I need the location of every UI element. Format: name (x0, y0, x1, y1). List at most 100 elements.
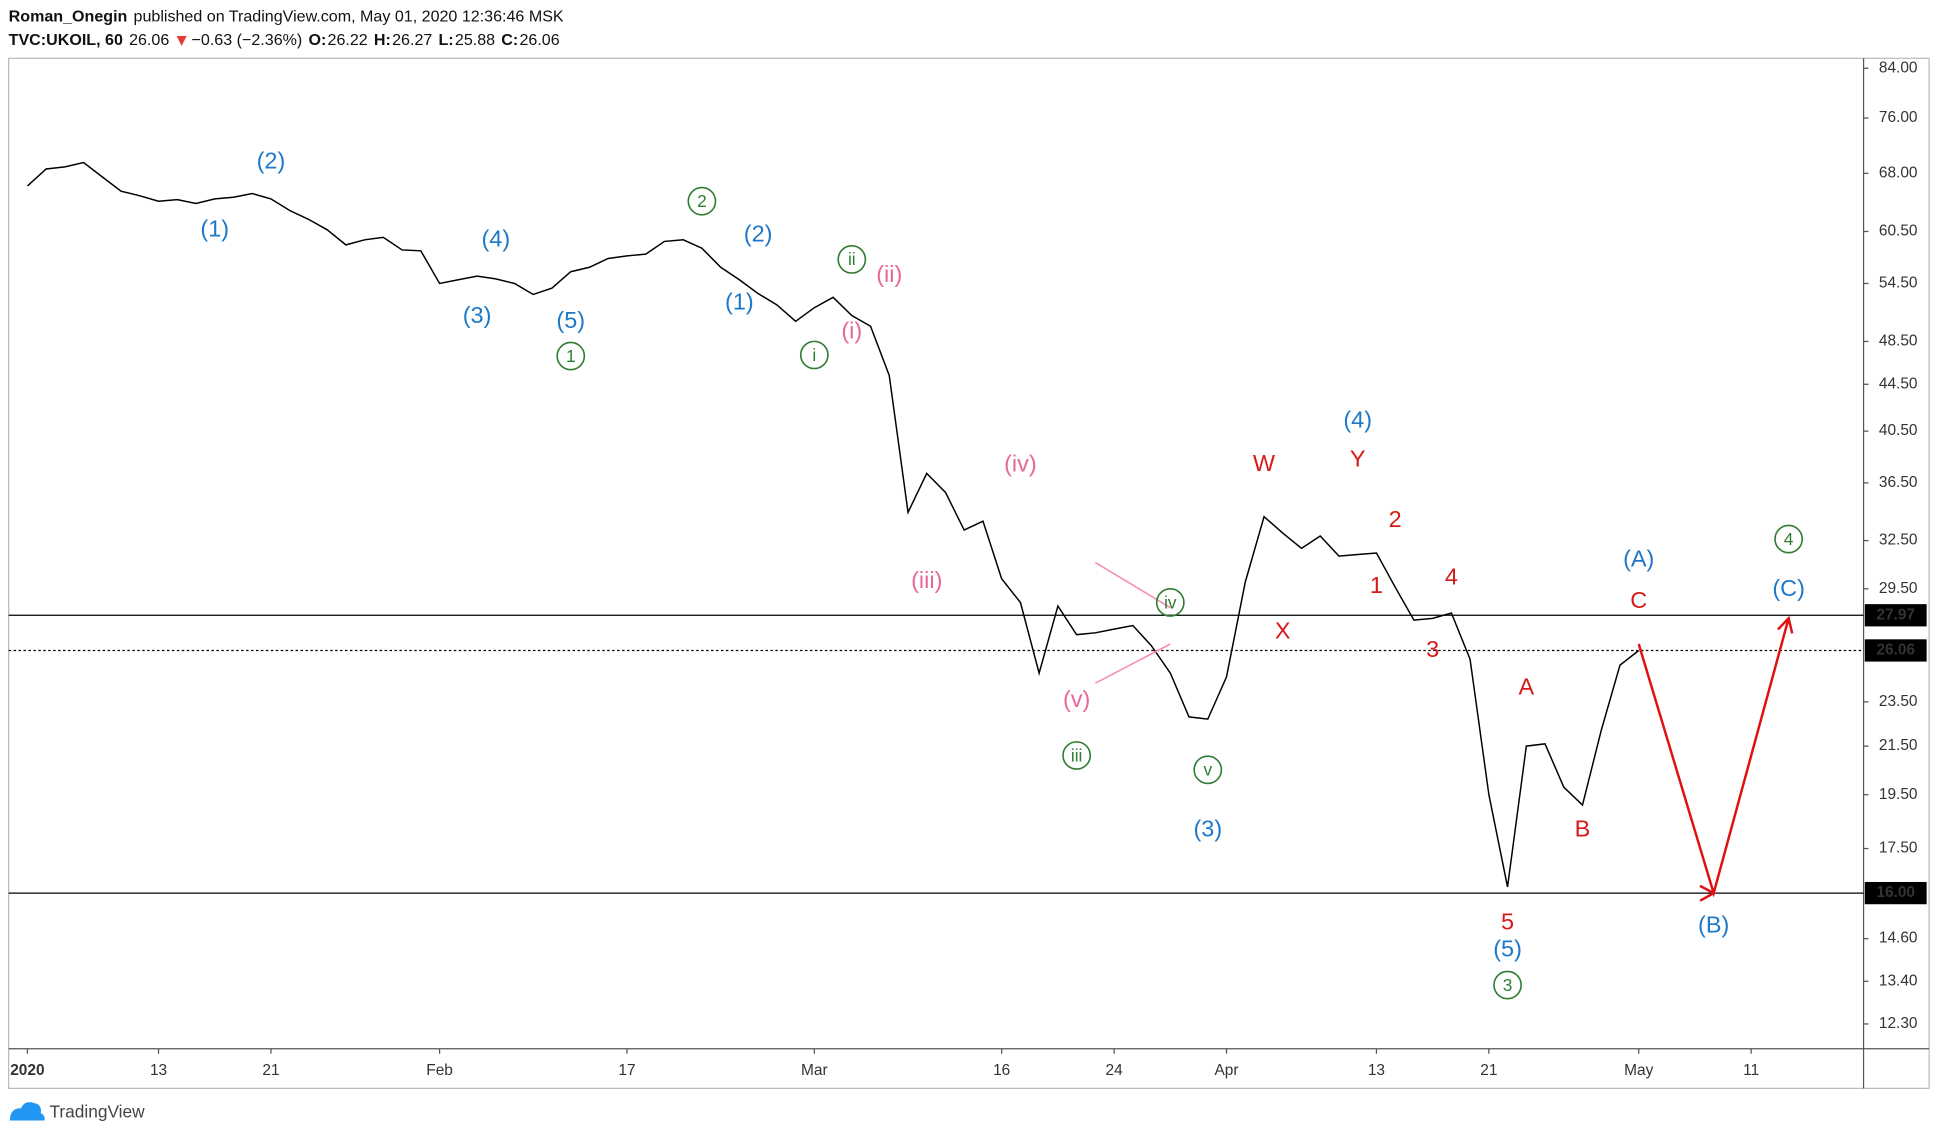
wave-label: 2 (1389, 506, 1402, 532)
open-label: O: (308, 31, 326, 49)
y-tick-label: 12.30 (1879, 1015, 1918, 1032)
wave-circle (799, 340, 829, 370)
x-tick-label: 13 (1368, 1062, 1385, 1079)
wave-label: (4) (481, 225, 510, 251)
author: Roman_Onegin (9, 8, 128, 26)
wave-label: (3) (1193, 815, 1222, 841)
x-tick-label: 24 (1106, 1062, 1124, 1079)
y-tick-label: 60.50 (1879, 223, 1918, 240)
price-line (26, 161, 1640, 888)
wave-label: C (1630, 587, 1647, 613)
wave-label: i (812, 345, 816, 365)
wave-circle (1193, 755, 1223, 785)
trend-line (1094, 561, 1171, 609)
wave-label: ii (848, 249, 856, 269)
close-value: 26.06 (519, 31, 559, 49)
symbol: TVC:UKOIL, 60 (9, 31, 123, 49)
change-arrow (176, 36, 187, 46)
wave-circle (837, 244, 867, 274)
y-tick-label: 76.00 (1879, 109, 1918, 126)
y-tick-label: 40.50 (1879, 422, 1918, 439)
wave-label: W (1253, 450, 1276, 476)
level-label: 27.97 (1876, 606, 1915, 623)
wave-label: 3 (1503, 975, 1513, 995)
y-tick-label: 44.50 (1879, 375, 1918, 392)
wave-circle (556, 341, 586, 371)
wave-label: 4 (1445, 564, 1458, 590)
wave-label: (1) (725, 288, 754, 314)
chart-frame (8, 57, 1930, 1089)
wave-label: (3) (463, 302, 492, 328)
wave-label: 4 (1784, 529, 1794, 549)
wave-label: (C) (1772, 575, 1805, 601)
wave-label: X (1275, 617, 1291, 643)
wave-label: 1 (1370, 572, 1383, 598)
x-tick-label: Feb (426, 1062, 453, 1079)
wave-label: B (1575, 815, 1591, 841)
wave-label: 3 (1426, 636, 1439, 662)
low-value: 25.88 (455, 31, 495, 49)
y-tick-label: 23.50 (1879, 693, 1918, 710)
wave-label: (B) (1698, 912, 1729, 938)
y-tick-label: 17.50 (1879, 840, 1918, 857)
wave-label: Y (1350, 445, 1366, 471)
wave-label: (2) (744, 220, 773, 246)
wave-label: iii (1071, 745, 1083, 765)
wave-circle (1062, 741, 1092, 770)
x-tick-label: May (1624, 1062, 1653, 1079)
open-value: 26.22 (328, 31, 368, 49)
logo-icon (9, 1102, 45, 1121)
close-label: C: (501, 31, 518, 49)
wave-label: (v) (1063, 686, 1090, 712)
y-tick-label: 29.50 (1879, 580, 1918, 597)
wave-label: (A) (1623, 546, 1654, 572)
level-label: 26.06 (1876, 642, 1915, 659)
wave-label: (ii) (876, 261, 902, 287)
projection-arrow (1637, 618, 1789, 893)
last-price: 26.06 (129, 31, 169, 49)
brand-name: TradingView (49, 1102, 145, 1122)
y-tick-label: 19.50 (1879, 786, 1918, 803)
y-tick-label: 68.00 (1879, 164, 1918, 181)
wave-label: (i) (841, 318, 862, 344)
y-tick-label: 54.50 (1879, 275, 1918, 292)
trend-line (1094, 643, 1171, 684)
price-change: −0.63 (−2.36%) (192, 31, 303, 49)
high-label: H: (374, 31, 391, 49)
y-tick-label: 84.00 (1879, 59, 1918, 76)
low-label: L: (438, 31, 453, 49)
wave-circle (1155, 588, 1185, 617)
y-tick-label: 13.40 (1879, 972, 1918, 989)
y-tick-label: 21.50 (1879, 737, 1918, 754)
wave-label: (5) (556, 307, 585, 333)
wave-label: (4) (1343, 407, 1372, 433)
wave-label: (1) (200, 215, 229, 241)
wave-label: iv (1164, 592, 1177, 612)
x-tick-label: 16 (993, 1062, 1010, 1079)
level-label: 16.00 (1876, 884, 1915, 901)
x-tick-label: Mar (801, 1062, 828, 1079)
wave-circle (1774, 524, 1804, 554)
y-tick-label: 14.60 (1879, 930, 1918, 947)
wave-label: v (1203, 760, 1212, 780)
header: Roman_Onegin published on TradingView.com… (9, 8, 564, 49)
x-tick-label: 21 (262, 1062, 279, 1079)
x-tick-label: 21 (1480, 1062, 1497, 1079)
level-label-bg (1864, 604, 1927, 627)
wave-circle (687, 186, 717, 216)
wave-label: A (1518, 674, 1534, 700)
x-tick-label: Apr (1215, 1062, 1239, 1079)
wave-label: 2 (697, 191, 707, 211)
x-tick-label: 13 (150, 1062, 167, 1079)
wave-label: 5 (1501, 908, 1514, 934)
high-value: 26.27 (392, 31, 432, 49)
level-label-bg (1864, 881, 1927, 905)
wave-label: (iii) (911, 567, 942, 593)
y-tick-label: 48.50 (1879, 333, 1918, 350)
wave-label: (2) (257, 148, 286, 174)
wave-label: 1 (566, 346, 576, 366)
brand-logo: TradingView (9, 1102, 145, 1122)
x-tick-label: 2020 (10, 1062, 44, 1079)
wave-circle (1493, 970, 1522, 1000)
